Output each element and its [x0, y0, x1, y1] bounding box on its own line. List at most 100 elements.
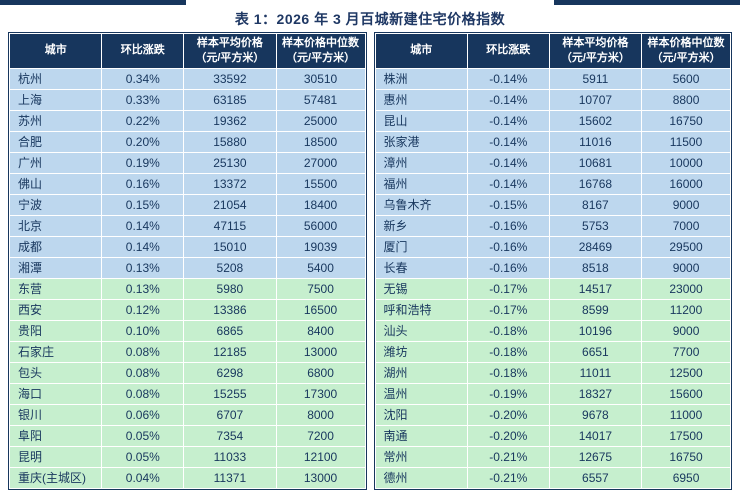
table-row: 北京 0.14% 47115 56000	[8, 214, 366, 237]
table-row: 广州 0.19% 25130 27000	[8, 151, 366, 174]
table-row: 苏州 0.22% 19362 25000	[8, 109, 366, 132]
avg-price-cell: 11033	[183, 445, 277, 468]
avg-price-cell: 6298	[183, 361, 277, 384]
change-cell: -0.19%	[466, 382, 550, 405]
city-cell: 昆明	[8, 445, 103, 468]
avg-price-cell: 10681	[548, 151, 643, 174]
table-row: 温州 -0.19% 18327 15600	[374, 382, 731, 405]
median-price-cell: 17500	[641, 424, 731, 447]
median-price-cell: 56000	[275, 214, 366, 237]
table-row: 福州 -0.14% 16768 16000	[374, 172, 731, 195]
change-cell: 0.04%	[101, 466, 185, 489]
table-row: 重庆(主城区) 0.04% 11371 13000	[8, 466, 366, 489]
city-cell: 重庆(主城区)	[8, 466, 103, 489]
table-row: 银川 0.06% 6707 8000	[8, 403, 366, 426]
city-cell: 厦门	[374, 235, 468, 258]
change-cell: -0.14%	[466, 151, 550, 174]
change-cell: 0.14%	[101, 235, 185, 258]
avg-price-cell: 16768	[548, 172, 643, 195]
col-header-median-label: 样本价格中位数	[282, 37, 360, 49]
city-cell: 阜阳	[8, 424, 103, 447]
median-price-cell: 8400	[275, 319, 366, 342]
city-cell: 银川	[8, 403, 103, 426]
right-table-wrapper: 城市 环比涨跌 样本平均价格 （元/平方米） 样本价格中位数 （元/平方米） 株洲 -…	[373, 32, 732, 490]
table-row: 惠州 -0.14% 10707 8800	[374, 88, 731, 111]
col-header-median-price: 样本价格中位数 （元/平方米）	[641, 33, 731, 69]
left-table-body: 杭州 0.34% 33592 30510 上海 0.33% 63185 57481 苏州 0.22…	[8, 67, 366, 489]
top-rule-right	[554, 0, 740, 5]
col-header-avg-label: 样本平均价格	[196, 37, 263, 49]
city-cell: 无锡	[374, 277, 468, 300]
change-cell: -0.20%	[466, 424, 550, 447]
col-header-median-label: 样本价格中位数	[647, 37, 725, 49]
median-price-cell: 11000	[641, 403, 731, 426]
avg-price-cell: 6865	[183, 319, 277, 342]
median-price-cell: 9000	[641, 319, 731, 342]
change-cell: -0.14%	[466, 88, 550, 111]
col-header-avg-price: 样本平均价格 （元/平方米）	[183, 33, 277, 69]
change-cell: 0.20%	[101, 130, 185, 153]
avg-price-cell: 47115	[183, 214, 277, 237]
median-price-cell: 18500	[275, 130, 366, 153]
avg-price-cell: 12185	[183, 340, 277, 363]
table-row: 乌鲁木齐 -0.15% 8167 9000	[374, 193, 731, 216]
median-price-cell: 8800	[641, 88, 731, 111]
avg-price-cell: 9678	[548, 403, 643, 426]
avg-price-cell: 19362	[183, 109, 277, 132]
city-cell: 石家庄	[8, 340, 103, 363]
city-cell: 西安	[8, 298, 103, 321]
col-header-avg-unit: （元/平方米）	[560, 51, 630, 64]
city-cell: 宁波	[8, 193, 103, 216]
avg-price-cell: 15010	[183, 235, 277, 258]
city-cell: 新乡	[374, 214, 468, 237]
median-price-cell: 9000	[641, 193, 731, 216]
avg-price-cell: 15255	[183, 382, 277, 405]
median-price-cell: 29500	[641, 235, 731, 258]
col-header-median-unit: （元/平方米）	[286, 51, 356, 64]
change-cell: 0.34%	[101, 67, 185, 90]
city-cell: 上海	[8, 88, 103, 111]
city-cell: 昆山	[374, 109, 468, 132]
table-row: 汕头 -0.18% 10196 9000	[374, 319, 731, 342]
avg-price-cell: 6557	[548, 466, 643, 489]
avg-price-cell: 5980	[183, 277, 277, 300]
city-cell: 常州	[374, 445, 468, 468]
median-price-cell: 15600	[641, 382, 731, 405]
city-cell: 包头	[8, 361, 103, 384]
median-price-cell: 16000	[641, 172, 731, 195]
table-row: 南通 -0.20% 14017 17500	[374, 424, 731, 447]
table-row: 阜阳 0.05% 7354 7200	[8, 424, 366, 447]
change-cell: -0.17%	[466, 277, 550, 300]
col-header-change: 环比涨跌	[101, 33, 185, 69]
city-cell: 东营	[8, 277, 103, 300]
table-row: 上海 0.33% 63185 57481	[8, 88, 366, 111]
price-table-right: 城市 环比涨跌 样本平均价格 （元/平方米） 样本价格中位数 （元/平方米） 株洲 -…	[374, 33, 732, 489]
avg-price-cell: 8599	[548, 298, 643, 321]
change-cell: -0.18%	[466, 340, 550, 363]
change-cell: -0.18%	[466, 319, 550, 342]
change-cell: -0.14%	[466, 67, 550, 90]
change-cell: 0.10%	[101, 319, 185, 342]
col-header-city: 城市	[8, 33, 103, 69]
avg-price-cell: 11016	[548, 130, 643, 153]
median-price-cell: 6800	[275, 361, 366, 384]
avg-price-cell: 28469	[548, 235, 643, 258]
median-price-cell: 27000	[275, 151, 366, 174]
change-cell: 0.22%	[101, 109, 185, 132]
table-row: 潍坊 -0.18% 6651 7700	[374, 340, 731, 363]
city-cell: 福州	[374, 172, 468, 195]
city-cell: 贵阳	[8, 319, 103, 342]
median-price-cell: 18400	[275, 193, 366, 216]
col-header-avg-price: 样本平均价格 （元/平方米）	[548, 33, 643, 69]
median-price-cell: 15500	[275, 172, 366, 195]
avg-price-cell: 5753	[548, 214, 643, 237]
avg-price-cell: 12675	[548, 445, 643, 468]
avg-price-cell: 5911	[548, 67, 643, 90]
median-price-cell: 16750	[641, 445, 731, 468]
table-row: 昆明 0.05% 11033 12100	[8, 445, 366, 468]
median-price-cell: 7000	[641, 214, 731, 237]
table-row: 杭州 0.34% 33592 30510	[8, 67, 366, 90]
col-header-avg-unit: （元/平方米）	[195, 51, 265, 64]
table-row: 新乡 -0.16% 5753 7000	[374, 214, 731, 237]
